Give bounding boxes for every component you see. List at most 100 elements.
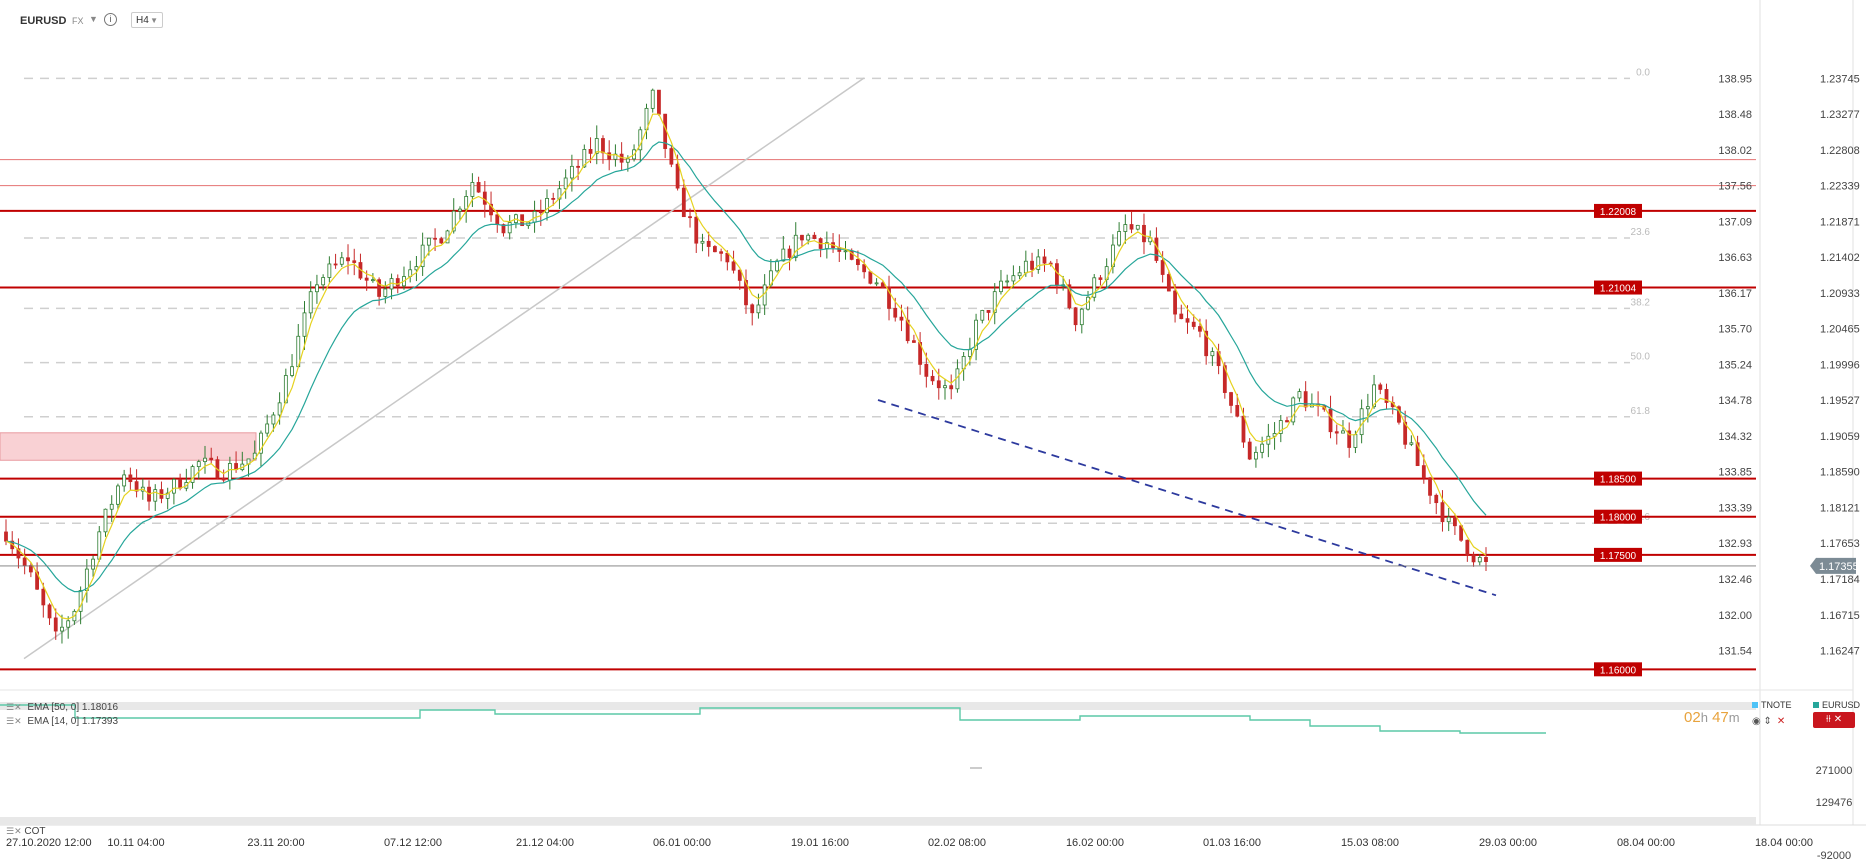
- candle-body: [999, 280, 1003, 293]
- candle-body: [1198, 326, 1202, 332]
- settings-icon[interactable]: ☰✕: [6, 702, 22, 712]
- eurusd-controls[interactable]: ⍿⍿ ✕: [1813, 712, 1855, 728]
- candle-body: [153, 489, 158, 502]
- candle-body: [290, 366, 294, 376]
- time-axis-tick: 10.11 04:00: [107, 837, 164, 849]
- candle-body: [346, 257, 350, 262]
- price-axis-tick: 1.16247: [1820, 645, 1860, 657]
- candle-body: [980, 310, 985, 321]
- eurusd-color-icon: [1813, 702, 1819, 708]
- candle-icon[interactable]: ⍿⍿: [1825, 714, 1831, 725]
- candle-body: [1334, 431, 1339, 434]
- candle-body: [800, 234, 804, 241]
- secondary-axis-tick: 135.70: [1718, 324, 1752, 336]
- cot-axis-tick: -92000: [1817, 850, 1851, 862]
- candle-body: [588, 149, 593, 154]
- candle-body: [1005, 280, 1010, 283]
- candle-body: [576, 165, 581, 168]
- candle-body: [974, 319, 978, 350]
- candle-body: [806, 234, 811, 241]
- secondary-axis-tick: 138.48: [1718, 109, 1752, 121]
- secondary-axis-tick: 136.17: [1718, 288, 1752, 300]
- candle-body: [482, 191, 487, 205]
- candle-body: [370, 279, 375, 282]
- candle-body: [227, 463, 232, 481]
- downtrend-line: [877, 399, 1497, 597]
- compare-eurusd[interactable]: EURUSD: [1813, 700, 1860, 710]
- candle-body: [190, 466, 195, 483]
- candle-body: [1403, 421, 1408, 445]
- symbol-label[interactable]: EURUSD: [20, 15, 67, 27]
- time-axis-tick: 01.03 16:00: [1203, 837, 1261, 849]
- compare-tnote[interactable]: TNOTE: [1752, 700, 1792, 710]
- candle-body: [1117, 231, 1122, 246]
- candle-body: [1023, 260, 1028, 274]
- info-icon[interactable]: i: [104, 13, 117, 26]
- price-level-label: 1.17500: [1600, 551, 1637, 562]
- fibonacci-label: 0.0: [1636, 67, 1650, 78]
- ema-14-line: [5, 113, 1487, 620]
- candle-body: [1042, 256, 1047, 264]
- candle-body: [1477, 556, 1482, 563]
- candle-body: [1471, 554, 1476, 563]
- legend-ema-50[interactable]: ☰✕ EMA [50, 0] 1.18016: [6, 702, 118, 713]
- cot-band-top: [0, 702, 1756, 710]
- cot-indicator-label[interactable]: ☰✕ COT: [6, 826, 46, 837]
- candle-body: [1428, 477, 1432, 496]
- time-axis-tick: 18.04 00:00: [1755, 837, 1813, 849]
- candle-body: [862, 264, 867, 273]
- candle-body: [775, 260, 779, 272]
- candle-body: [470, 182, 475, 197]
- candle-body: [420, 244, 425, 268]
- price-axis-tick: 1.20933: [1820, 288, 1860, 300]
- candle-body: [1347, 430, 1352, 448]
- price-level-label: 1.18000: [1600, 513, 1637, 524]
- supply-zone: [0, 432, 257, 461]
- uptrend-line: [23, 77, 865, 660]
- candle-body: [694, 216, 699, 244]
- eye-icon[interactable]: ◉: [1752, 716, 1761, 727]
- candle-body: [650, 89, 655, 109]
- candle-body: [1092, 277, 1097, 298]
- price-axis-tick: 1.19527: [1820, 395, 1860, 407]
- time-axis-tick: 21.12 04:00: [516, 837, 574, 849]
- candle-body: [507, 222, 512, 234]
- candle-body: [911, 340, 916, 343]
- secondary-axis-tick: 132.00: [1718, 610, 1752, 622]
- settings-icon[interactable]: ☰✕: [6, 716, 22, 726]
- candle-body: [1303, 391, 1308, 408]
- fibonacci-label: 23.6: [1631, 227, 1651, 238]
- candle-body: [1453, 516, 1457, 527]
- timeframe-select[interactable]: H4 ▼: [131, 12, 163, 28]
- candle-body: [1328, 408, 1333, 433]
- candle-body: [395, 278, 400, 287]
- candle-body: [1353, 434, 1358, 448]
- settings-icon[interactable]: ☰✕: [6, 826, 22, 836]
- candle-body: [321, 277, 326, 286]
- chevron-down-icon[interactable]: ▼: [89, 14, 98, 24]
- tnote-controls[interactable]: ◉ ⇕ ✕: [1752, 716, 1785, 727]
- candle-body: [1465, 539, 1470, 556]
- candle-body: [1073, 307, 1078, 326]
- price-level-label: 1.18500: [1600, 475, 1637, 486]
- candle-body: [669, 148, 674, 165]
- price-level-tag: [1594, 662, 1642, 677]
- cot-label-text: COT: [24, 826, 46, 837]
- candle-body: [1098, 277, 1103, 280]
- candle-body: [601, 138, 605, 154]
- candle-body: [949, 385, 954, 390]
- candle-body: [41, 588, 46, 606]
- close-icon[interactable]: ✕: [1776, 716, 1786, 727]
- secondary-axis-tick: 133.39: [1718, 502, 1752, 514]
- candle-body: [793, 234, 798, 258]
- sort-icon[interactable]: ⇕: [1763, 716, 1772, 727]
- price-level-label: 1.21004: [1600, 284, 1637, 295]
- candle-body: [1341, 430, 1345, 434]
- ema-50-line: [5, 141, 1487, 593]
- candle-body: [1260, 443, 1265, 453]
- legend-ema-14[interactable]: ☰✕ EMA [14, 0] 1.17393: [6, 716, 118, 727]
- secondary-axis-tick: 134.78: [1718, 395, 1752, 407]
- price-axis-tick: 1.22339: [1820, 181, 1860, 193]
- close-icon[interactable]: ✕: [1833, 714, 1843, 725]
